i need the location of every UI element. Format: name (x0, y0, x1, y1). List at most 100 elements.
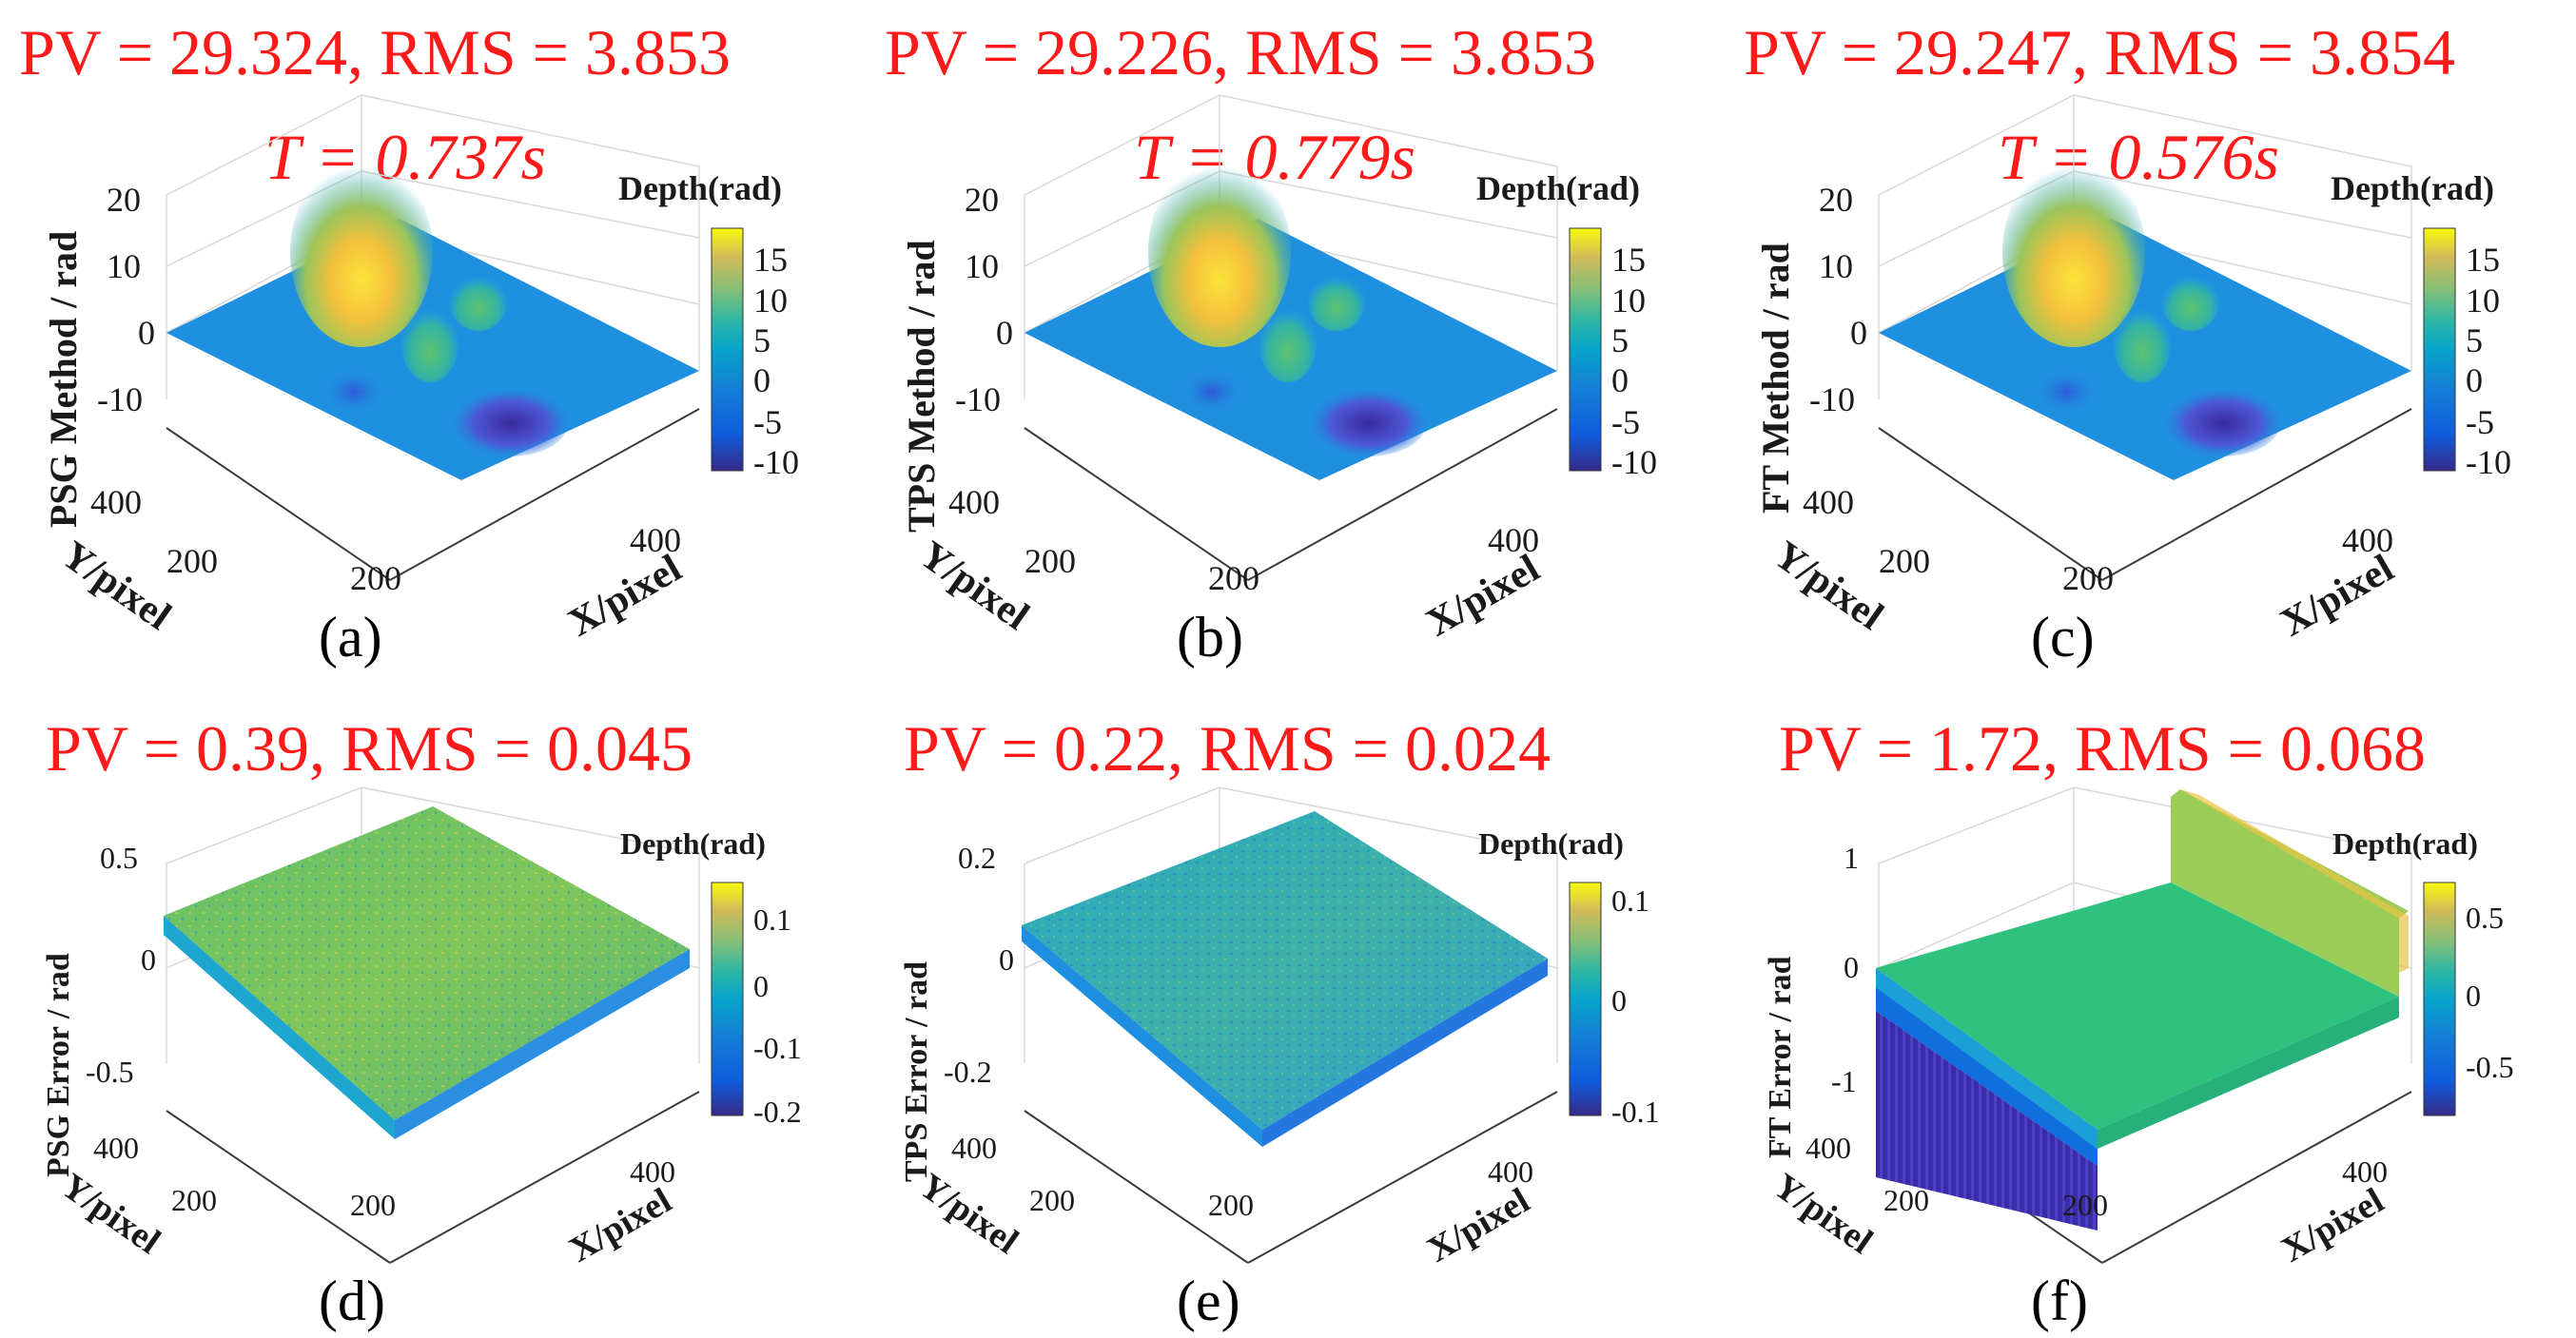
panel-d-xtick: 200 (350, 1188, 396, 1222)
panel-c-ytick: 200 (1879, 542, 1930, 580)
panel-b-ztick: -10 (955, 380, 1001, 418)
panel-f-colorbar (2423, 882, 2456, 1116)
panel-a-cbtick: 5 (753, 321, 771, 359)
panel-f-wall (2171, 789, 2409, 997)
panel-e-colorbar (1569, 882, 1602, 1116)
panel-d-ytick: 200 (171, 1183, 217, 1217)
panel-e-zlabel: TPS Error / rad (899, 961, 934, 1182)
panel-a-peak (290, 157, 433, 347)
panel-f: PV = 1.72, RMS = 0.068 1 0 -1 FT Error /… (1763, 712, 2514, 1332)
panel-b-letter: (b) (1177, 606, 1243, 669)
panel-b-cbtick: 5 (1611, 321, 1629, 359)
panel-d-letter: (d) (319, 1270, 385, 1332)
panel-e-letter: (e) (1177, 1270, 1240, 1332)
panel-b-ztick: 0 (996, 314, 1013, 352)
panel-b-xlabel: X/pixel (1419, 547, 1547, 646)
panel-d-ylabel: Y/pixel (54, 1166, 167, 1262)
panel-a-xtick: 200 (350, 559, 401, 597)
panel-e-ytick: 400 (951, 1131, 997, 1165)
panel-d-ztick: 0.5 (100, 841, 138, 875)
panel-e-ztick: 0.2 (958, 841, 996, 875)
panel-e-cbtick: 0.1 (1611, 883, 1649, 918)
panel-b-ytick: 400 (948, 483, 1000, 521)
panel-b: PV = 29.226, RMS = 3.853 T = 0.779s 20 1… (885, 16, 1657, 669)
panel-d-cbtick: -0.2 (753, 1095, 802, 1129)
panel-f-ytick: 200 (1883, 1183, 1929, 1217)
panel-f-cbtick: 0.5 (2466, 901, 2504, 935)
panel-f-ylabel: Y/pixel (1766, 1166, 1880, 1262)
panel-f-ytick: 400 (1805, 1131, 1851, 1165)
panel-d-cbtick: 0.1 (753, 902, 791, 937)
panel-a-xtick: 400 (630, 521, 681, 559)
panel-e: PV = 0.22, RMS = 0.024 0.2 0 -0.2 TPS Er… (899, 712, 1660, 1332)
panel-f-zlabel: FT Error / rad (1763, 956, 1798, 1158)
panel-f-ztick: -1 (1831, 1064, 1857, 1098)
panel-c: PV = 29.247, RMS = 3.854 T = 0.576s 20 1… (1744, 16, 2511, 669)
panel-a-ztick: -10 (97, 380, 143, 418)
panel-e-ytick: 200 (1029, 1183, 1075, 1217)
panel-a-valley (454, 390, 568, 456)
panel-d: PV = 0.39, RMS = 0.045 0.5 0 -0.5 PSG Er… (41, 712, 802, 1332)
panel-a-letter: (a) (319, 606, 382, 669)
panel-b-cbtick: 10 (1611, 281, 1646, 320)
panel-b-cbtick: -10 (1611, 443, 1657, 481)
panel-c-ztick: 10 (1819, 247, 1853, 285)
panel-e-ztick: -0.2 (944, 1055, 992, 1089)
panel-c-cbtick: 0 (2466, 361, 2483, 399)
panel-a-ztick: 0 (138, 314, 155, 352)
panel-a-cbtick: 0 (753, 361, 771, 399)
panel-c-cbtick: -10 (2466, 443, 2511, 481)
panel-f-ztick: 1 (1844, 841, 1859, 875)
panel-e-xtick: 400 (1488, 1154, 1533, 1189)
panel-a-colorbar-title: Depth(rad) (618, 169, 782, 207)
panel-f-cbtick: -0.5 (2466, 1050, 2514, 1084)
panel-a-ztick: 20 (107, 181, 141, 219)
panel-c-cbtick: -5 (2466, 403, 2494, 441)
panel-b-ytick: 200 (1025, 542, 1076, 580)
panel-e-ylabel: Y/pixel (912, 1166, 1025, 1262)
panel-f-colorbar-title: Depth(rad) (2332, 826, 2478, 861)
panel-a-ylabel: Y/pixel (53, 533, 179, 639)
panel-c-cbtick: 10 (2466, 281, 2500, 320)
panel-c-letter: (c) (2031, 606, 2095, 669)
panel-c-peak (2002, 157, 2145, 347)
panel-b-cbtick: -5 (1611, 403, 1640, 441)
panel-c-cbtick: 15 (2466, 241, 2500, 279)
panel-c-colorbar-title: Depth(rad) (2331, 169, 2494, 207)
panel-f-side-wall (1876, 1011, 2098, 1231)
panel-f-xtick: 400 (2342, 1154, 2388, 1189)
panel-a-cbtick: -10 (753, 443, 799, 481)
panel-a-xlabel: X/pixel (561, 547, 689, 646)
panel-a-ytick: 200 (166, 542, 218, 580)
panel-d-ztick: 0 (141, 942, 156, 977)
panel-b-cbtick: 0 (1611, 361, 1629, 399)
panel-f-title: PV = 1.72, RMS = 0.068 (1779, 712, 2426, 785)
panel-b-valley (1312, 390, 1426, 456)
panel-b-ylabel: Y/pixel (911, 533, 1037, 639)
panel-a-colorbar (711, 227, 744, 472)
panel-f-xtick: 200 (2062, 1188, 2108, 1222)
panel-f-xlabel: X/pixel (2275, 1180, 2391, 1270)
panel-d-title: PV = 0.39, RMS = 0.045 (46, 712, 693, 785)
panel-c-ylabel: Y/pixel (1766, 533, 1891, 639)
panel-b-colorbar-title: Depth(rad) (1476, 169, 1640, 207)
panel-f-ztick: 0 (1844, 950, 1859, 984)
panel-e-xlabel: X/pixel (1421, 1180, 1537, 1270)
panel-a-ytick: 400 (90, 483, 142, 521)
panel-c-title: PV = 29.247, RMS = 3.854 (1744, 16, 2455, 88)
panel-e-title: PV = 0.22, RMS = 0.024 (904, 712, 1551, 785)
panel-d-xlabel: X/pixel (563, 1180, 679, 1270)
panel-e-cbtick: 0 (1611, 983, 1627, 1018)
panel-a-zlabel: PSG Method / rad (42, 231, 85, 528)
panel-d-zlabel: PSG Error / rad (41, 953, 76, 1177)
panel-e-cbtick: -0.1 (1611, 1095, 1660, 1129)
panel-a-cbtick: -5 (753, 403, 782, 441)
panel-d-cbtick: -0.1 (753, 1031, 802, 1065)
panel-d-xtick: 400 (630, 1154, 675, 1189)
panel-b-colorbar (1569, 227, 1602, 472)
panel-c-xtick: 400 (2342, 521, 2393, 559)
panel-b-title: PV = 29.226, RMS = 3.853 (885, 16, 1596, 88)
panel-d-ytick: 400 (93, 1131, 139, 1165)
panel-d-ztick: -0.5 (86, 1055, 134, 1089)
